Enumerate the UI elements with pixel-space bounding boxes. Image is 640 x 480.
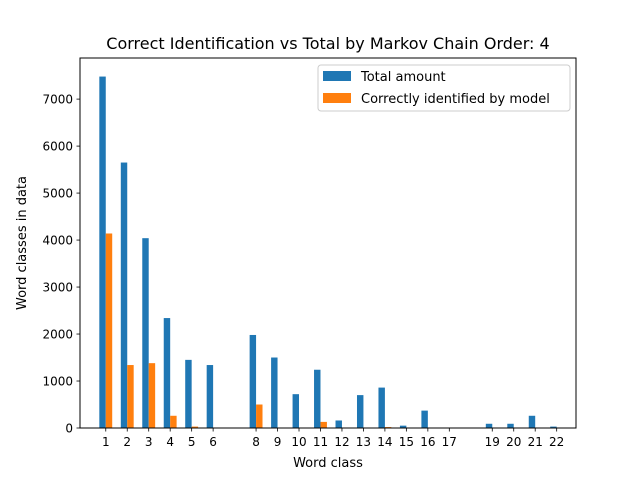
x-tick-label: 5 [188, 435, 196, 449]
bar-total-3 [142, 238, 149, 428]
bar-correct-11 [320, 421, 327, 428]
bar-total-20 [507, 423, 514, 428]
legend-box [317, 64, 571, 112]
bar-total-10 [292, 394, 300, 428]
bar-correct-2 [127, 365, 134, 428]
x-tick-label: 11 [313, 435, 328, 449]
y-tick-label: 2000 [42, 328, 73, 342]
bar-correct-1 [105, 233, 113, 428]
x-tick-label: 4 [166, 435, 174, 449]
bar-total-15 [399, 425, 407, 428]
y-tick-label: 1000 [42, 375, 73, 389]
x-tick-label: 8 [252, 435, 260, 449]
legend-label-correct: Correctly identified by model [361, 92, 550, 107]
y-axis-label: Word classes in data [15, 176, 30, 310]
bar-correct-8 [256, 404, 263, 428]
bar-total-14 [378, 387, 385, 428]
legend: Total amount Correctly identified by mode… [317, 64, 571, 112]
x-tick-label: 14 [377, 435, 392, 449]
x-tick-label: 19 [485, 435, 500, 449]
bar-total-6 [206, 365, 214, 428]
x-tick-label: 2 [123, 435, 131, 449]
bar-total-8 [249, 334, 257, 428]
bar-total-22 [550, 426, 557, 428]
bar-total-16 [421, 410, 428, 428]
legend-swatch-correct [323, 93, 351, 103]
bar-total-9 [271, 357, 278, 428]
x-tick-label: 9 [274, 435, 282, 449]
plot-area-frame [79, 57, 577, 429]
bar-total-4 [163, 318, 171, 428]
y-tick-label: 3000 [42, 281, 73, 295]
x-tick-label: 3 [145, 435, 153, 449]
chart-title: Correct Identification vs Total by Marko… [106, 34, 549, 53]
x-tick-label: 13 [356, 435, 371, 449]
y-tick-label: 6000 [42, 140, 73, 154]
x-axis-label: Word class [293, 456, 363, 471]
x-tick-label: 20 [506, 435, 521, 449]
x-axis: 1 2 3 4 5 6 8 9 10 11 12 13 14 15 16 17 19 20 21 22 [102, 428, 564, 449]
y-axis: 0 1000 2000 3000 4000 5000 6000 7000 [42, 93, 80, 436]
y-tick-label: 4000 [42, 234, 73, 248]
bars-layer [99, 76, 557, 429]
x-tick-label: 15 [399, 435, 414, 449]
legend-label-total: Total amount [360, 70, 446, 85]
bar-correct-5 [191, 426, 199, 428]
y-tick-label: 5000 [42, 187, 73, 201]
x-tick-label: 22 [549, 435, 564, 449]
bar-total-13 [356, 395, 364, 428]
x-tick-label: 21 [528, 435, 543, 449]
x-tick-label: 16 [420, 435, 435, 449]
bar-total-1 [99, 76, 106, 428]
bar-correct-3 [148, 363, 156, 428]
bar-total-19 [485, 423, 493, 428]
x-tick-label: 1 [102, 435, 110, 449]
y-tick-label: 7000 [42, 93, 73, 107]
bar-total-11 [314, 369, 321, 428]
bar-total-5 [185, 359, 192, 428]
x-tick-label: 12 [334, 435, 349, 449]
x-tick-label: 17 [442, 435, 457, 449]
x-tick-label: 6 [209, 435, 217, 449]
bar-total-12 [335, 420, 342, 428]
legend-swatch-total [323, 71, 351, 81]
bar-total-2 [120, 162, 128, 429]
x-tick-label: 10 [291, 435, 306, 449]
bar-correct-4 [170, 415, 177, 428]
y-tick-label: 0 [65, 422, 73, 436]
bar-total-21 [528, 415, 536, 428]
